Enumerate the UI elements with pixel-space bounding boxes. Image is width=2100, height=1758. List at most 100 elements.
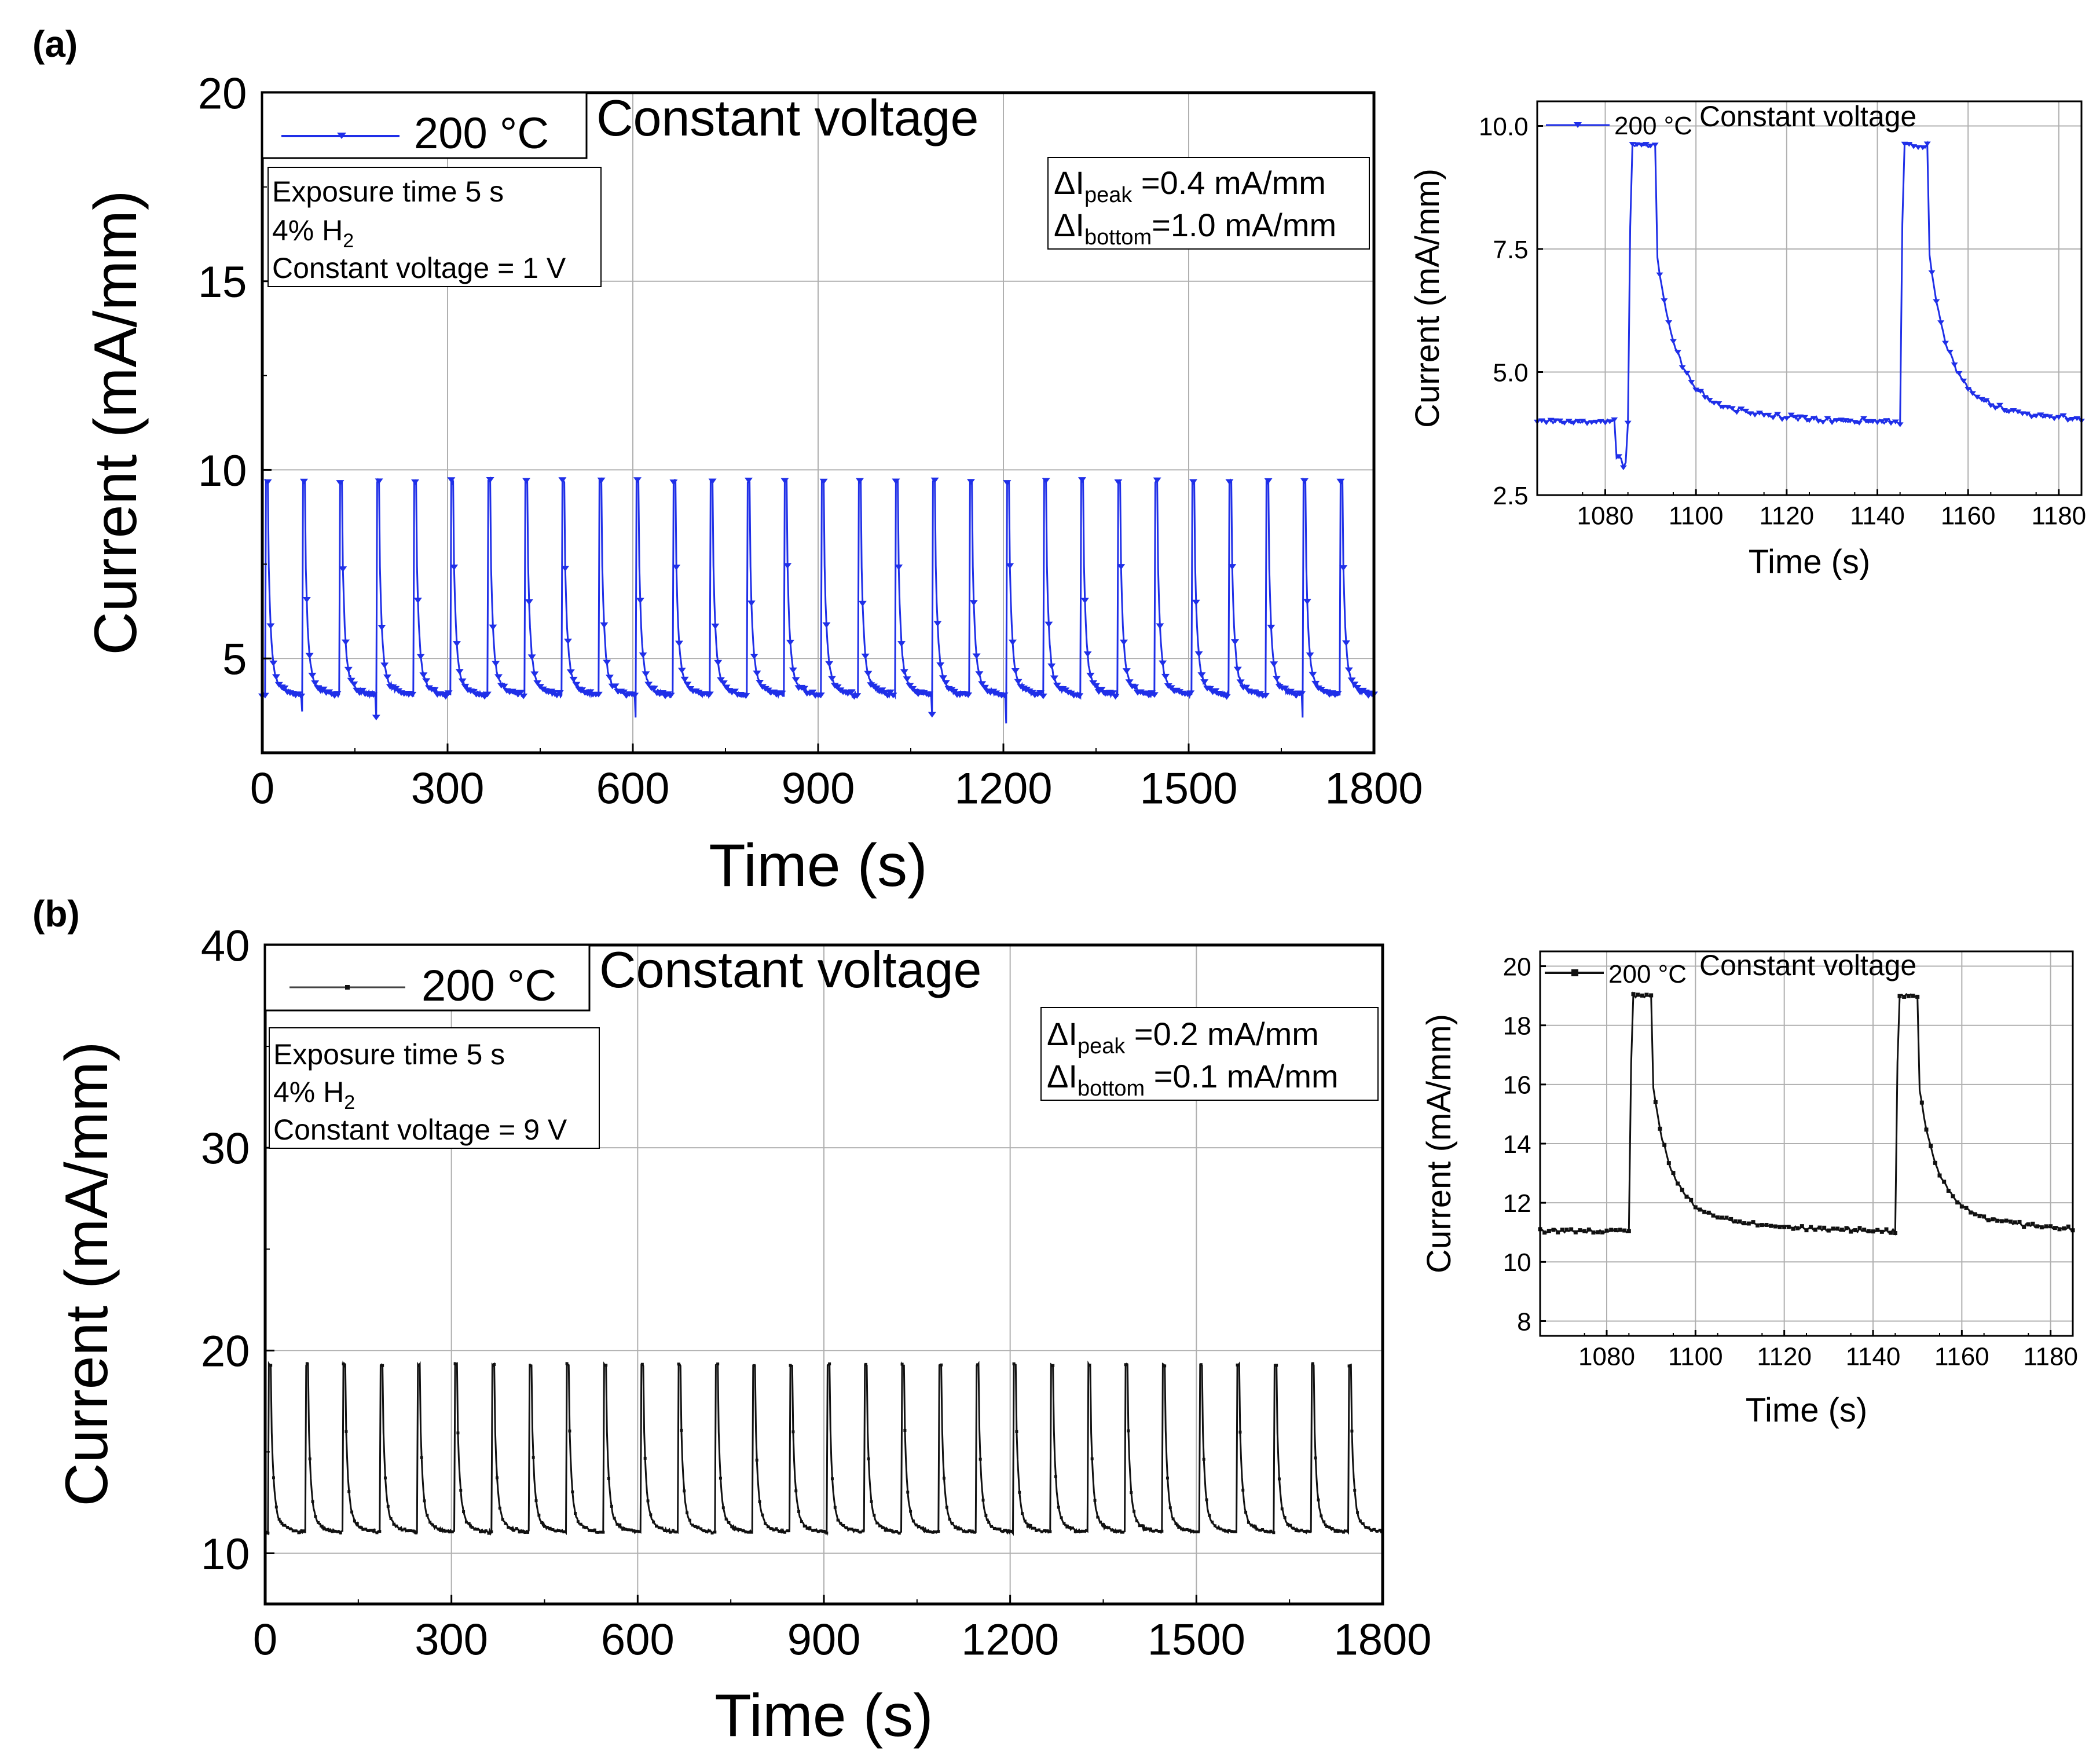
- data-point: [1606, 419, 1614, 424]
- data-point: [347, 1490, 351, 1493]
- data-point: [1160, 1529, 1164, 1533]
- data-point: [1075, 693, 1084, 699]
- data-point: [822, 1530, 826, 1533]
- data-point: [1118, 1529, 1122, 1533]
- data-point: [1044, 621, 1053, 628]
- data-point: [705, 1530, 708, 1533]
- data-point: [828, 1362, 831, 1365]
- data-point: [342, 639, 350, 646]
- data-point: [507, 1526, 510, 1529]
- data-point: [459, 1489, 463, 1492]
- data-point: [596, 1530, 599, 1534]
- data-point: [311, 1500, 314, 1503]
- legend: 200 °C: [1545, 960, 1687, 988]
- data-point: [501, 1518, 504, 1521]
- y-axis-label: Current (mA/mm): [53, 1041, 120, 1506]
- data-point: [378, 1530, 382, 1533]
- data-point: [1153, 477, 1161, 484]
- data-point: [791, 1430, 795, 1434]
- data-point: [1054, 1475, 1057, 1478]
- data-point: [1906, 994, 1911, 998]
- data-point: [708, 1529, 711, 1533]
- data-point: [445, 1529, 449, 1533]
- data-point: [537, 1514, 541, 1517]
- x-tick-label: 1180: [2032, 502, 2087, 530]
- data-point: [1306, 1529, 1309, 1533]
- data-point: [380, 662, 389, 669]
- data-point: [903, 676, 911, 682]
- data-point: [1765, 412, 1772, 418]
- data-point: [1570, 420, 1577, 426]
- data-point: [1661, 298, 1668, 303]
- data-point: [909, 1510, 912, 1513]
- data-point: [1344, 1529, 1348, 1533]
- data-point: [942, 1477, 945, 1480]
- data-point: [428, 1521, 432, 1524]
- data-point: [1756, 1223, 1760, 1228]
- data-point: [1194, 651, 1203, 657]
- data-point: [711, 623, 720, 629]
- data-point: [1269, 1529, 1273, 1533]
- data-point: [727, 1521, 731, 1524]
- data-point: [1624, 420, 1632, 426]
- data-point: [750, 654, 758, 660]
- x-tick-label: 1500: [1148, 1615, 1245, 1664]
- data-point: [272, 1476, 275, 1479]
- data-point: [1236, 1363, 1239, 1367]
- data-point: [1649, 993, 1654, 998]
- data-point: [286, 1526, 289, 1529]
- data-point: [1208, 1514, 1211, 1517]
- data-point: [333, 1529, 337, 1533]
- data-point: [1844, 1226, 1849, 1230]
- data-point: [1133, 1510, 1136, 1513]
- data-point: [1159, 660, 1167, 666]
- y-tick-label: 30: [201, 1125, 250, 1174]
- data-point: [1783, 416, 1790, 421]
- data-point: [2057, 1227, 2062, 1232]
- data-point: [529, 1364, 532, 1368]
- data-point: [1991, 1217, 1995, 1222]
- data-point: [1924, 1127, 1929, 1132]
- data-point: [358, 1525, 362, 1529]
- data-point: [1375, 1529, 1379, 1533]
- data-point: [1141, 1524, 1144, 1528]
- data-point: [926, 1529, 929, 1533]
- data-point: [1073, 1530, 1077, 1533]
- data-point: [467, 1522, 471, 1525]
- data-point: [2066, 1224, 2070, 1229]
- data-point: [469, 688, 478, 695]
- data-point: [745, 477, 753, 484]
- data-point: [691, 1523, 694, 1527]
- y-tick-label: 40: [201, 921, 250, 970]
- data-point: [1911, 994, 1915, 998]
- data-point: [574, 1511, 577, 1515]
- data-point: [925, 691, 933, 697]
- x-tick-label: 300: [411, 764, 485, 813]
- data-point: [1638, 142, 1645, 148]
- data-point: [1973, 394, 1981, 400]
- data-point: [434, 1525, 437, 1529]
- data-point: [490, 1530, 493, 1533]
- data-point: [320, 1524, 322, 1528]
- data-point: [847, 689, 856, 695]
- data-point: [2010, 408, 2017, 413]
- data-point: [1197, 1530, 1200, 1533]
- panel-b-label: (b): [32, 893, 80, 935]
- legend: 200 °C: [261, 91, 588, 159]
- data-point: [540, 1521, 544, 1524]
- data-point: [361, 1528, 365, 1531]
- x-tick-label: 1120: [1760, 502, 1815, 530]
- data-point: [2004, 1218, 2009, 1223]
- data-point: [2009, 1219, 2013, 1224]
- data-point: [819, 478, 828, 485]
- data-point: [1888, 420, 1894, 426]
- legend: 200 °C: [1546, 112, 1692, 140]
- data-point: [1127, 1429, 1130, 1433]
- legend-label: 200 °C: [1614, 112, 1692, 140]
- data-point: [805, 1526, 809, 1530]
- data-point: [1222, 694, 1231, 700]
- data-point: [1902, 994, 1907, 999]
- data-point: [1893, 1231, 1897, 1236]
- delta-peak-value: =0.2 mA/mm: [1125, 1016, 1319, 1052]
- data-point: [705, 691, 714, 698]
